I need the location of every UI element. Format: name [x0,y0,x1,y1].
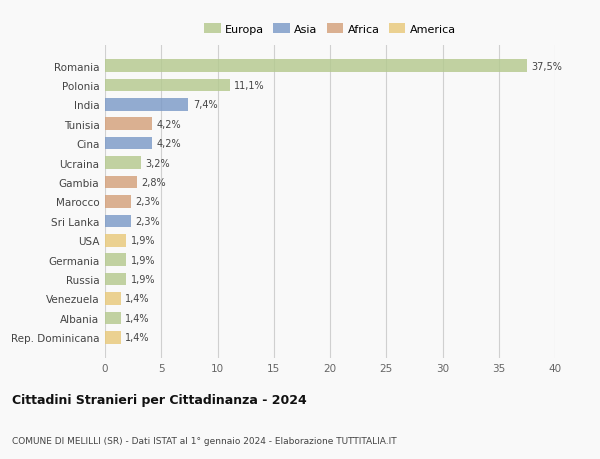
Text: 11,1%: 11,1% [235,81,265,91]
Text: Cittadini Stranieri per Cittadinanza - 2024: Cittadini Stranieri per Cittadinanza - 2… [12,393,307,406]
Text: 3,2%: 3,2% [146,158,170,168]
Text: 2,3%: 2,3% [136,197,160,207]
Text: 1,4%: 1,4% [125,333,150,342]
Text: 1,4%: 1,4% [125,294,150,304]
Bar [105,99,188,112]
Legend: Europa, Asia, Africa, America: Europa, Asia, Africa, America [202,22,458,37]
Bar [105,331,121,344]
Bar [105,273,127,286]
Bar [105,235,127,247]
Text: 1,9%: 1,9% [131,255,155,265]
Bar [105,60,527,73]
Text: 4,2%: 4,2% [157,119,181,129]
Bar [105,118,152,131]
Text: 7,4%: 7,4% [193,100,217,110]
Bar [105,157,141,169]
Bar [105,176,137,189]
Text: 2,3%: 2,3% [136,216,160,226]
Bar [105,215,131,228]
Bar [105,254,127,266]
Text: 4,2%: 4,2% [157,139,181,149]
Text: 2,8%: 2,8% [141,178,166,188]
Text: 1,9%: 1,9% [131,274,155,285]
Bar [105,138,152,150]
Bar [105,292,121,305]
Text: COMUNE DI MELILLI (SR) - Dati ISTAT al 1° gennaio 2024 - Elaborazione TUTTITALIA: COMUNE DI MELILLI (SR) - Dati ISTAT al 1… [12,436,397,445]
Text: 37,5%: 37,5% [532,62,562,71]
Bar [105,79,230,92]
Bar [105,312,121,325]
Text: 1,4%: 1,4% [125,313,150,323]
Bar [105,196,131,208]
Text: 1,9%: 1,9% [131,236,155,246]
